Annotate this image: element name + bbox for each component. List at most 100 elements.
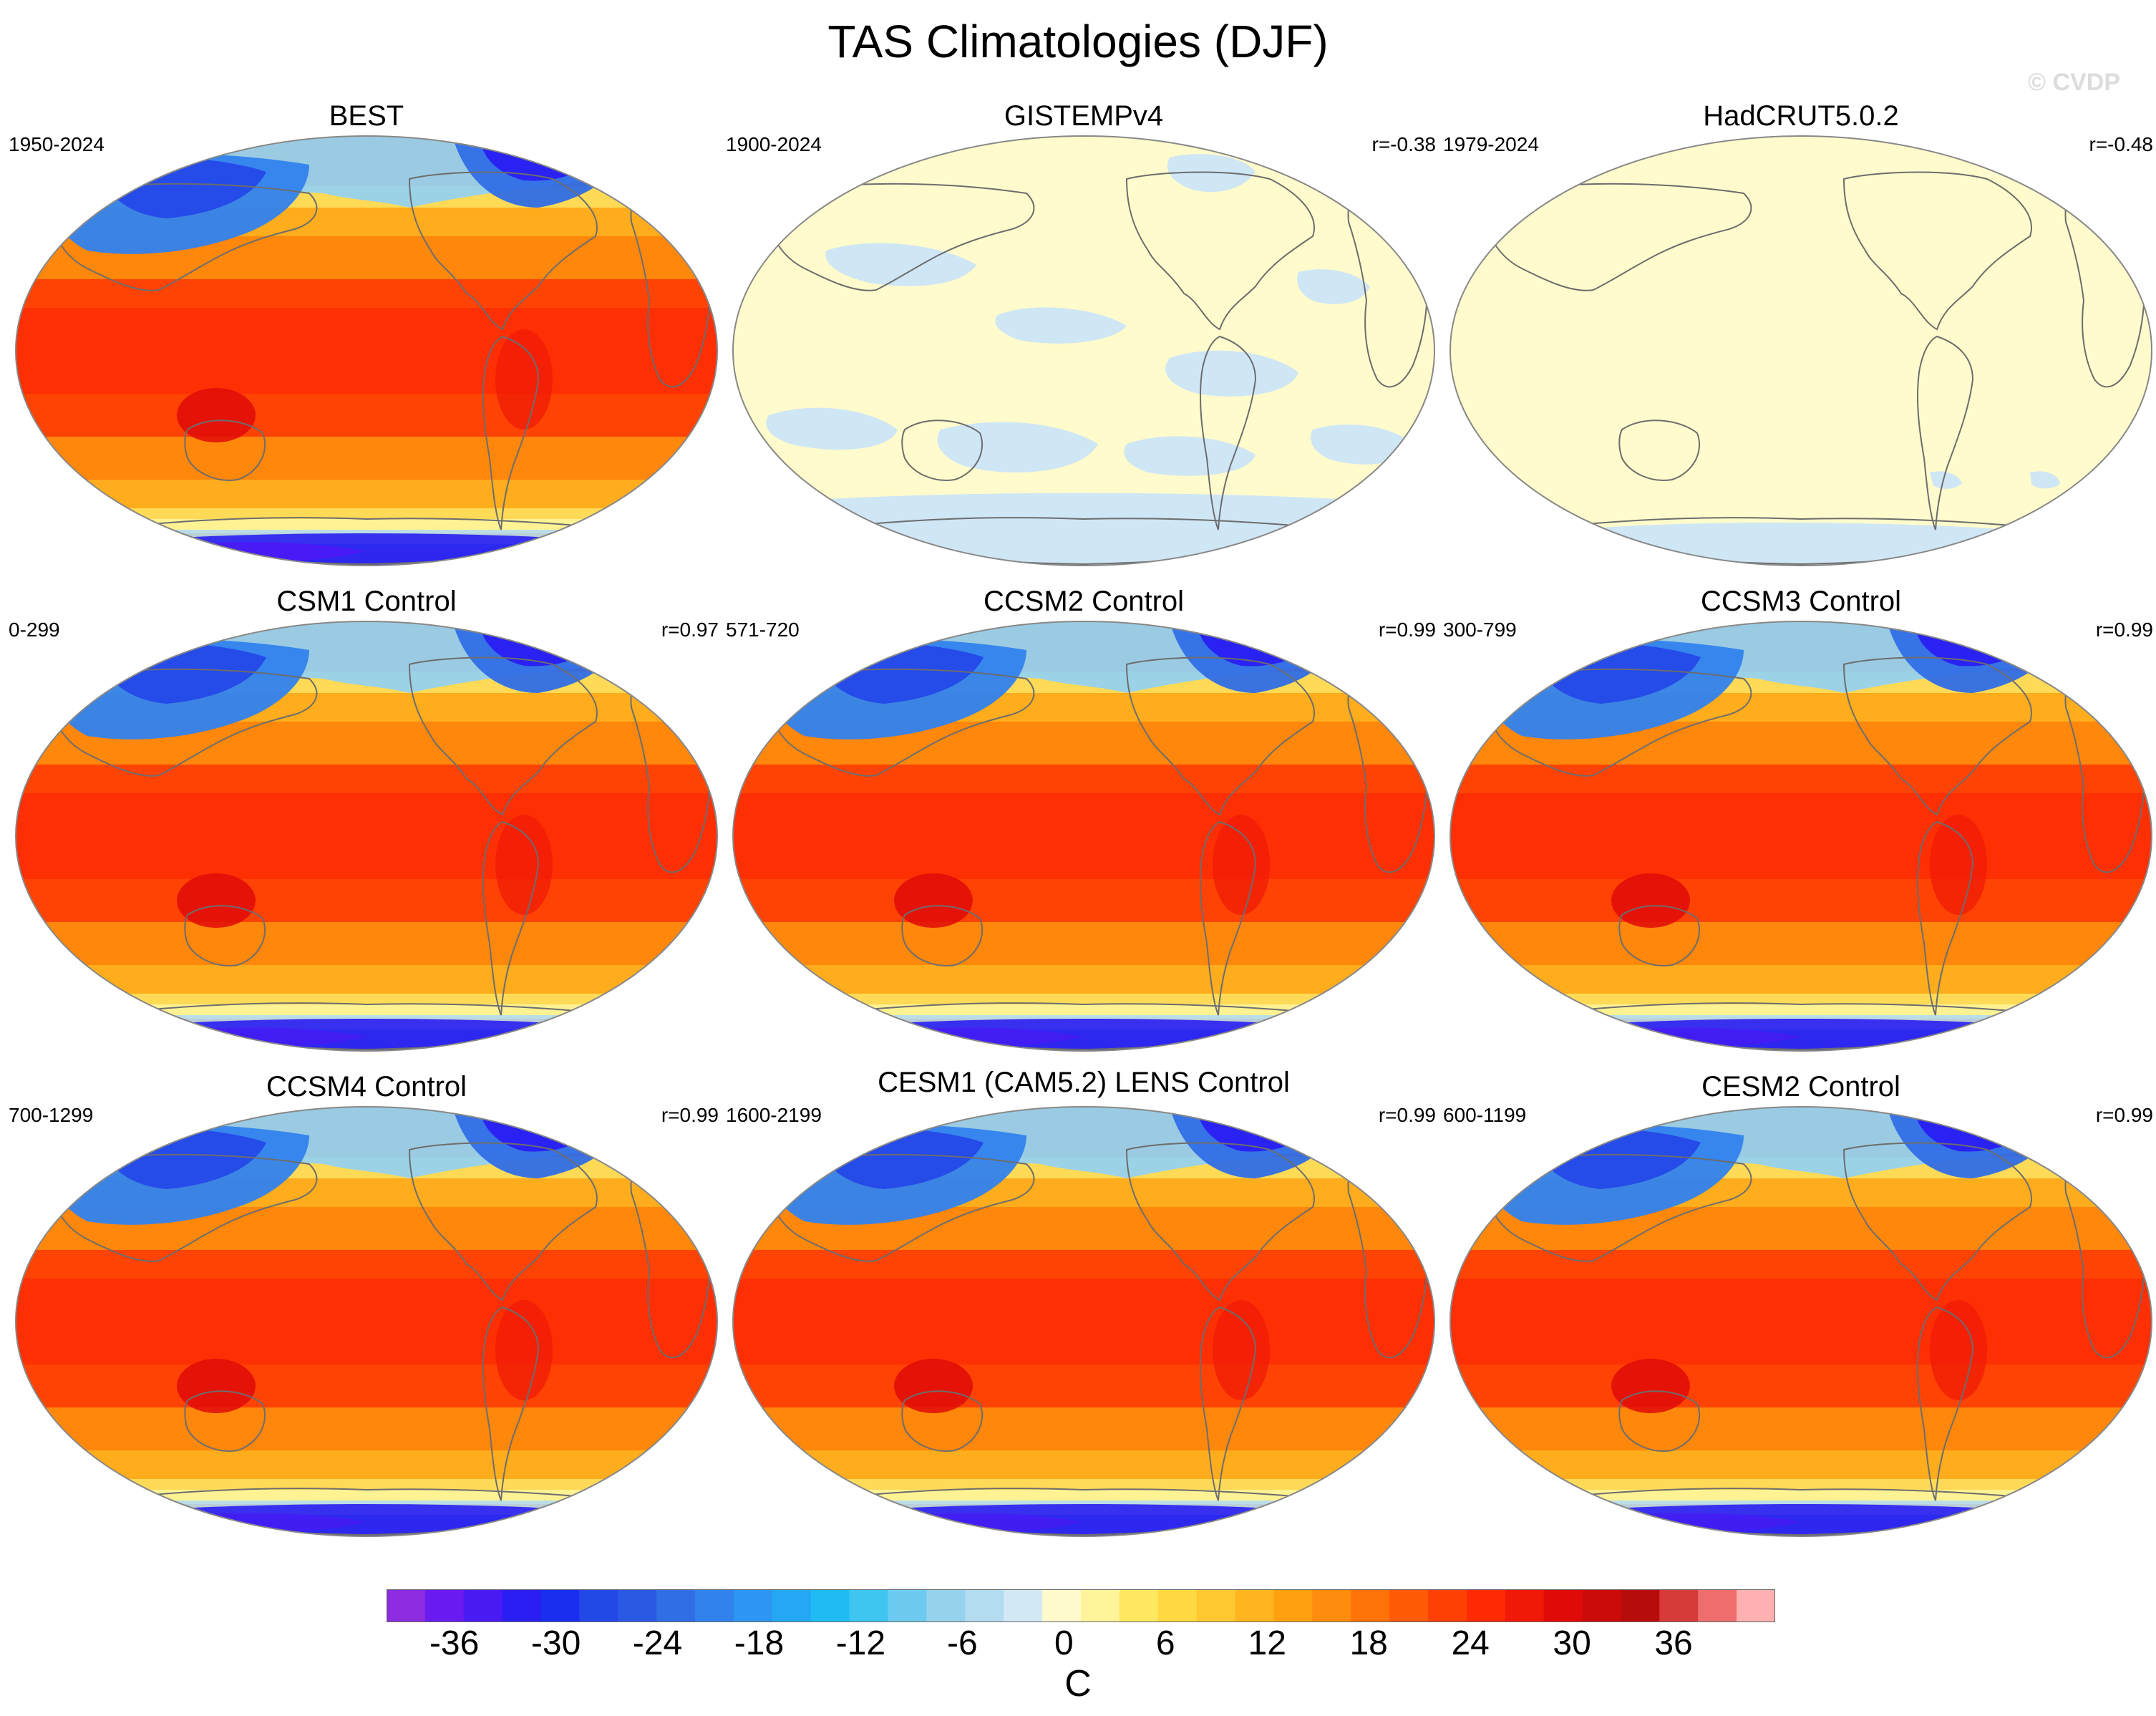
panel-title: CCSM2 Control: [983, 586, 1185, 617]
panel-period: 1900-2024: [726, 133, 822, 155]
colorbar-tick-label: 0: [1054, 1624, 1074, 1662]
coastline: [1842, 1142, 2032, 1301]
tas-band: [16, 765, 717, 793]
tas-hot-spot: [894, 873, 973, 928]
colorbar-swatch: [1312, 1589, 1351, 1622]
coastline: [184, 1390, 266, 1452]
panel-period: 571-720: [726, 619, 800, 641]
tas-band: [16, 480, 717, 508]
panel-title: CESM1 (CAM5.2) LENS Control: [878, 1067, 1290, 1098]
coastline: [1618, 420, 1701, 481]
tas-band: [16, 394, 717, 437]
coastline: [408, 1142, 598, 1301]
colorbar-tick-label: 30: [1553, 1624, 1591, 1662]
map-plot: [15, 621, 718, 1052]
tas-band: [16, 308, 717, 394]
coastline: [1125, 656, 1315, 816]
tas-band: [733, 1407, 1434, 1450]
tas-antarctic: [1529, 1504, 2073, 1536]
panel-correlation: r=0.99: [1378, 1104, 1436, 1126]
tas-band: [16, 922, 717, 965]
coastline: [1125, 1142, 1315, 1301]
map-plot: [15, 1106, 718, 1537]
panel-correlation: r=0.97: [661, 619, 719, 641]
colorbar-swatch: [849, 1589, 889, 1622]
tas-anomaly-region: [1124, 436, 1256, 476]
coastline: [901, 420, 984, 481]
tas-field: [733, 621, 1434, 1051]
colorbar-swatch: [1466, 1589, 1506, 1622]
panel-title: BEST: [329, 100, 404, 132]
tas-hot-spot: [1611, 1359, 1690, 1413]
tas-band: [1450, 879, 2152, 922]
panel-title: GISTEMPv4: [1004, 100, 1164, 132]
colorbar-swatch: [1698, 1589, 1737, 1622]
tas-field: [733, 1107, 1434, 1536]
tas-band: [733, 965, 1434, 994]
coastline: [1618, 905, 1701, 966]
colorbar-swatch: [1659, 1589, 1699, 1622]
colorbar-frame: [387, 1589, 1775, 1622]
tas-band: [1450, 965, 2152, 994]
panel-period: 600-1199: [1443, 1104, 1527, 1126]
tas-cold-region: [1450, 621, 2152, 693]
tas-band: [16, 965, 717, 994]
colorbar-swatch: [1119, 1589, 1159, 1622]
colorbar-swatch: [734, 1589, 773, 1622]
coastline: [482, 335, 540, 530]
panel-period: 1979-2024: [1443, 133, 1539, 155]
colorbar-swatch: [1157, 1589, 1198, 1622]
colorbar-swatch: [1042, 1589, 1082, 1622]
colorbar-swatch: [1737, 1589, 1775, 1622]
tas-hot-spot: [495, 1300, 553, 1400]
tas-band: [16, 1407, 717, 1450]
tas-band: [1450, 1279, 2152, 1364]
tas-band: [16, 279, 717, 308]
coastline: [482, 820, 540, 1016]
coastline: [408, 656, 598, 816]
colorbar-swatch: [1351, 1589, 1390, 1622]
tas-hot-spot: [1611, 873, 1690, 928]
panel-period: 1950-2024: [9, 133, 105, 155]
tas-hot-spot: [1213, 1300, 1270, 1400]
colorbar-swatch: [618, 1589, 657, 1622]
map-outline: [15, 135, 718, 566]
tas-antarctic: [94, 1019, 638, 1051]
map-plot: [732, 1106, 1435, 1537]
tas-antarctic: [94, 1504, 638, 1536]
colorbar-swatch: [965, 1589, 1004, 1622]
panel-correlation: r=-0.38: [1371, 133, 1437, 155]
map-panel: CSM1 Control 0-299 r=0.97: [9, 586, 724, 1072]
map-plot: [732, 621, 1435, 1052]
coastline: [1200, 1306, 1257, 1501]
tas-anomaly-region: [1930, 471, 1962, 489]
tas-band: [16, 1450, 717, 1479]
colorbar-swatch: [1543, 1589, 1583, 1622]
panel-title: CSM1 Control: [276, 586, 457, 617]
colorbar-swatch: [1081, 1589, 1120, 1622]
map-panel: CESM1 (CAM5.2) LENS Control 1600-2199 r=0.…: [726, 1067, 1442, 1558]
tas-band: [733, 765, 1434, 793]
colorbar-tick-label: -6: [947, 1624, 978, 1662]
colorbar-swatch: [463, 1589, 503, 1622]
colorbar-swatch: [772, 1589, 812, 1622]
tas-band: [1450, 793, 2152, 879]
map-outline: [732, 621, 1435, 1052]
map-outline: [15, 621, 718, 1052]
panel-period: 1600-2199: [726, 1104, 822, 1126]
tas-cold-region: [16, 621, 717, 693]
map-outline: [1450, 135, 2152, 566]
tas-band: [733, 1279, 1434, 1364]
colorbar-tick-label: -12: [835, 1624, 886, 1662]
tas-band: [733, 1250, 1434, 1279]
map-plot: [1450, 621, 2152, 1052]
colorbar-tick-label: 18: [1349, 1624, 1388, 1662]
coastline: [482, 1306, 540, 1501]
colorbar-swatch: [888, 1589, 928, 1622]
colorbar-tick-label: 24: [1451, 1624, 1490, 1662]
colorbar-tick-label: -18: [734, 1624, 785, 1662]
colorbar-swatch: [1004, 1589, 1043, 1622]
tas-hot-spot: [894, 1359, 973, 1413]
colorbar-tick-label: 6: [1155, 1624, 1175, 1662]
panel-title: CCSM3 Control: [1700, 586, 1902, 617]
